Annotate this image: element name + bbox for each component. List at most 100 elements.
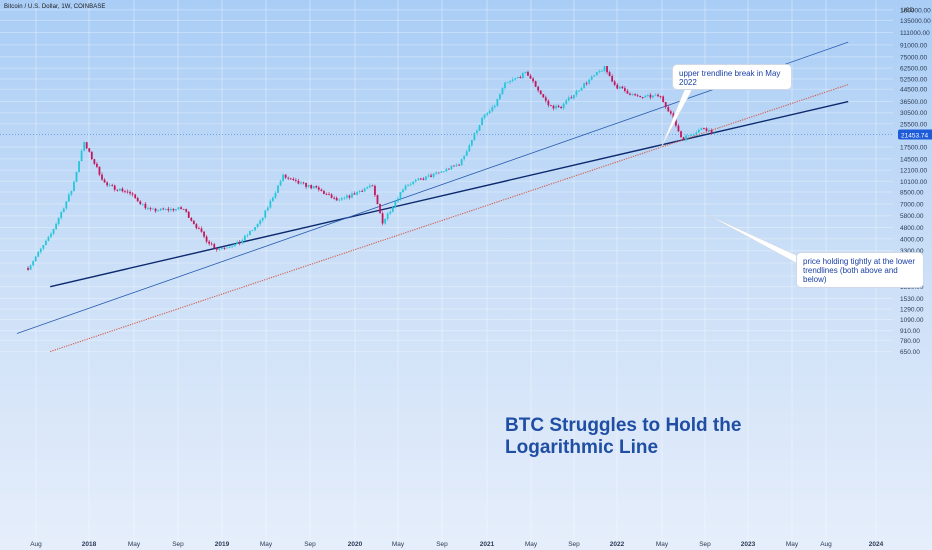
x-tick-label: Sep: [699, 541, 711, 548]
candle-body: [70, 191, 73, 195]
candle-body: [190, 217, 193, 221]
candle-body: [652, 95, 654, 98]
candle-body: [509, 80, 512, 83]
candle-body: [621, 86, 624, 89]
candle-body: [687, 135, 690, 137]
candle-body: [60, 212, 63, 219]
candle-body: [588, 79, 591, 84]
candle-body: [562, 103, 565, 109]
candle-body: [338, 199, 341, 201]
candle-body: [203, 231, 205, 237]
y-tick-label: 75000.00: [900, 54, 927, 61]
candle-body: [358, 191, 361, 193]
candle-body: [692, 134, 695, 136]
y-tick-label: 1530.00: [900, 296, 924, 303]
candle-body: [152, 208, 154, 210]
candle-body: [516, 77, 519, 79]
candle-body: [402, 189, 404, 193]
candle-body: [394, 201, 397, 208]
candle-body: [124, 191, 126, 193]
candle-body: [157, 210, 160, 212]
candle-body: [580, 88, 583, 91]
candle-body: [677, 125, 680, 132]
candle-body: [519, 77, 522, 79]
y-tick-label: 160000.00: [900, 7, 931, 14]
candle-body: [713, 133, 716, 135]
candle-body: [550, 105, 552, 107]
candle-body: [376, 195, 379, 205]
candle-body: [631, 94, 634, 96]
y-tick-label: 30500.00: [900, 110, 927, 117]
candle-body: [488, 111, 491, 114]
candle-body: [672, 113, 675, 118]
candle-body: [169, 208, 172, 211]
candle-body: [448, 168, 450, 170]
y-tick-label: 91000.00: [900, 42, 927, 49]
candle-body: [422, 178, 425, 180]
candle-body: [629, 93, 631, 95]
candle-body: [542, 94, 545, 98]
candle-body: [330, 194, 333, 198]
candle-body: [595, 72, 598, 76]
candle-body: [363, 188, 366, 192]
candle-body: [141, 203, 144, 205]
candle-body: [215, 248, 218, 250]
candle-body: [417, 178, 420, 181]
candle-body: [88, 148, 91, 152]
candle-body: [572, 94, 575, 99]
candle-body: [664, 102, 667, 108]
candle-body: [310, 185, 313, 189]
candle-body: [641, 97, 644, 98]
candle-body: [175, 209, 177, 211]
candle-body: [465, 151, 468, 156]
candle-body: [697, 129, 700, 133]
candle-body: [453, 165, 455, 167]
candle-body: [266, 207, 269, 211]
candle-body: [62, 208, 65, 213]
candle-body: [220, 247, 223, 249]
candle-body: [445, 168, 448, 172]
candle-body: [162, 208, 165, 210]
y-tick-label: 12100.00: [900, 168, 927, 175]
annotation-price-holding: price holding tightly at the lower trend…: [796, 252, 924, 288]
candle-body: [478, 125, 481, 131]
candle-body: [379, 204, 381, 214]
candle-body: [463, 155, 466, 160]
candle-body: [241, 240, 244, 244]
last-price-label: 21453.74: [901, 133, 928, 140]
candle-body: [470, 140, 473, 146]
candle-body: [567, 97, 570, 101]
candle-body: [384, 218, 387, 224]
candle-body: [80, 150, 83, 162]
currency-label: USD: [901, 8, 914, 14]
candle-body: [111, 184, 114, 186]
candle-body: [527, 71, 529, 76]
candle-body: [624, 88, 626, 91]
x-tick-label: 2019: [215, 541, 230, 548]
candle-body: [685, 135, 688, 140]
candle-body: [37, 251, 40, 257]
candle-body: [325, 193, 328, 195]
candle-body: [243, 235, 246, 241]
candle-body: [144, 203, 147, 209]
candle-body: [483, 114, 486, 118]
headline-line-1: BTC Struggles to Hold the: [505, 415, 742, 436]
candle-body: [427, 175, 430, 177]
candle-body: [690, 135, 693, 137]
y-tick-label: 7000.00: [900, 202, 924, 209]
candle-body: [560, 106, 563, 109]
candle-body: [198, 228, 200, 229]
y-tick-label: 1290.00: [900, 307, 924, 314]
candle-body: [399, 192, 402, 199]
candle-body: [585, 83, 588, 85]
candle-body: [667, 107, 670, 112]
candle-body: [116, 189, 119, 191]
y-tick-label: 4000.00: [900, 236, 924, 243]
candle-body: [598, 71, 601, 73]
candle-body: [231, 246, 233, 248]
candle-body: [226, 247, 228, 249]
candle-body: [39, 248, 42, 252]
candle-body: [524, 71, 527, 74]
candle-body: [389, 211, 392, 214]
